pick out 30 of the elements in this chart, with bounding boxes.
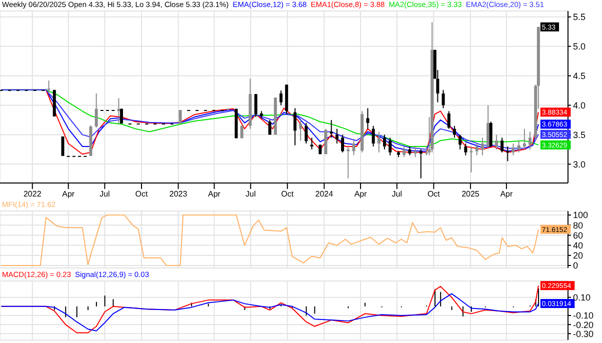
x-tick-label: Apr (500, 190, 513, 199)
y-tick-label: -0.20 (573, 320, 594, 330)
y-tick-label: 5.5 (573, 12, 586, 22)
y-tick-label: 20 (573, 250, 584, 261)
x-tick-label: Jul (246, 190, 256, 199)
y-tick-label: 0 (573, 260, 578, 271)
x-tick-label: Apr (208, 190, 221, 199)
x-tick-label: 2025 (462, 190, 480, 199)
y-tick-label: -0.10 (573, 310, 594, 321)
x-tick-label: Jul (100, 190, 110, 199)
y-tick-label: 5.0 (573, 42, 586, 52)
y-tick-label: -0.30 (573, 328, 594, 339)
y-tick-label: 3.5 (573, 130, 586, 140)
y-tick-label: 4.5 (573, 70, 586, 81)
x-tick-label: 2024 (315, 190, 334, 199)
y-tick-label: 60 (573, 230, 584, 240)
y-tick-label: 3.0 (573, 159, 586, 170)
x-tick-label: 2022 (23, 190, 42, 199)
y-tick-label: 100 (573, 210, 588, 220)
y-tick-label: 40 (573, 240, 584, 250)
y-tick-label: 0.10 (573, 292, 591, 303)
x-tick-label: Apr (354, 190, 368, 199)
x-tick-label: Jul (392, 190, 402, 199)
x-tick-label: Apr (62, 190, 75, 199)
y-tick-label: 4.0 (573, 100, 586, 110)
x-tick-label: Oct (135, 190, 148, 199)
y-tick-label: 80 (573, 220, 584, 230)
x-tick-label: Oct (281, 190, 294, 199)
x-tick-label: Oct (427, 190, 441, 199)
x-tick-label: 2023 (169, 190, 188, 199)
